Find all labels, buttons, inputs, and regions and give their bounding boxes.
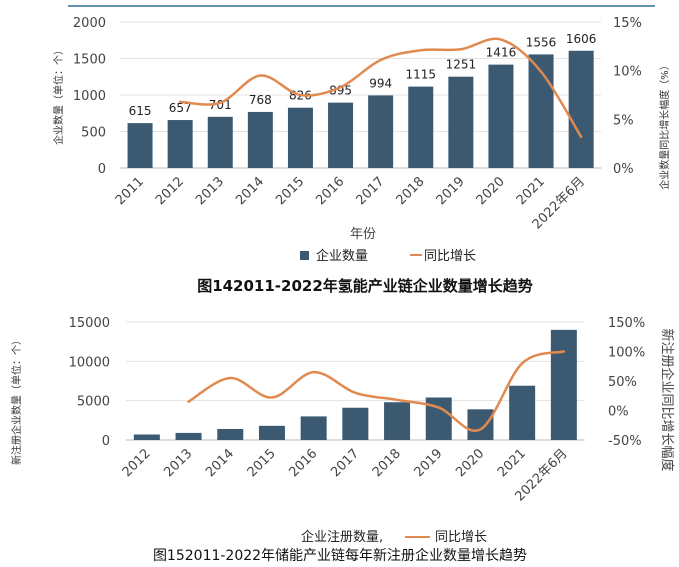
chart1-bar-value-label: 1115 [405,68,436,82]
chart1-legend: 企业数量 同比增长 [300,248,476,264]
chart2-growth-line [187,350,566,432]
chart1-bar [247,111,273,168]
chart1-bar-value-label: 1251 [446,58,477,72]
chart1-x-tick-label: 2020 [474,174,508,208]
chart1-bar-value-label: 1416 [486,46,517,60]
chart1-bar-value-label: 615 [129,104,152,118]
chart2-y2-tick-label: 0% [608,405,629,420]
chart1-bar [207,116,233,168]
chart2-x-tick-label: 2020 [453,446,487,480]
chart1-bar [328,102,354,168]
chart1-bar [167,120,193,168]
chart2-x-tick-label: 2017 [328,446,362,480]
chart2-legend-bar-label: 企业注册数量, [301,529,383,545]
chart1-y2-tick-label: 0% [613,162,634,177]
chart2-caption: 图152011-2022年储能产业链每年新注册企业数量增长趋势 [153,547,527,564]
chart1-x-tick-label: 2016 [313,174,347,208]
chart2-x-tick-label: 2014 [203,446,237,480]
chart1-bar [448,76,474,168]
chart2-bar [342,407,369,440]
chart2-y-tick-label: 0 [102,434,110,449]
chart2-bar [384,402,411,440]
chart1-x-tick-label: 2014 [233,174,267,208]
chart1-bar [408,86,434,168]
chart1-x-axis-title: 年份 [350,227,376,242]
chart2-bar [133,434,160,440]
chart1-bar-value-label: 895 [329,84,352,98]
chart2-y-tick-label: 10000 [69,355,110,370]
chart1-y-tick-label: 1500 [73,53,106,68]
chart1-x-tick-label: 2013 [193,174,227,208]
chart1-y-tick-label: 500 [81,126,106,141]
chart2-y2-tick-label: 50% [608,375,637,390]
chart2-x-tick-label: 2012 [120,446,154,480]
chart1-y2-tick-label: 15% [613,16,642,31]
chart2-bar [300,416,327,440]
chart1-growth-line [178,37,583,139]
chart1-y-tick-label: 1000 [73,89,106,104]
chart1-bar-value-label: 1556 [526,35,557,49]
chart1-y2-tick-label: 10% [613,65,642,80]
chart1-y2-axis-title: 企业数量同比增长幅度（%） [658,60,671,190]
chart1-bar [127,123,153,168]
chart2-x-tick-label: 2018 [370,446,404,480]
chart1-x-tick-label: 2017 [353,174,387,208]
chart2-bar [175,432,202,440]
chart2-y-tick-label: 15000 [69,316,110,331]
chart1-caption: 图142011-2022年氢能产业链企业数量增长趋势 [197,277,533,295]
chart1-y-axis-title: 企业数量（单位：个） [52,45,65,145]
chart1-y-tick-label: 2000 [73,16,106,31]
chart1-y2-tick-label: 5% [613,113,634,128]
chart1-legend-bar-swatch [300,251,309,260]
chart1-x-tick-label: 2021 [514,174,548,208]
chart1-bar [488,64,514,168]
chart1-x-tick-label: 2018 [394,174,428,208]
chart2-x-tick-label: 2021 [495,446,529,480]
chart1-legend-line-label: 同比增长 [424,249,476,264]
chart2-bar [258,425,285,440]
chart2-y-tick-label: 5000 [77,395,110,410]
chart2-bar [550,329,577,440]
chart1-x-tick-label: 2019 [434,174,468,208]
chart1-bar-value-label: 701 [209,98,232,112]
chart1-bar [287,107,313,168]
chart2-x-tick-label: 2013 [161,446,195,480]
chart1-x-tick-label: 2015 [273,174,307,208]
chart1-bar-value-label: 657 [169,101,192,115]
chart2-legend: 企业注册数量, 同比增长 [301,529,487,545]
chart2-x-tick-label: 2016 [286,446,320,480]
chart2-bar [467,409,494,440]
chart2-bar [217,428,244,440]
chart1-x-tick-label: 2011 [113,174,147,208]
chart2-legend-line-label: 同比增长 [435,530,487,545]
chart2-y-axis-title: 新注册企业数量（单位：个） [10,335,23,465]
chart2-plot: 0 5000 10000 15000 -50% 0% 50% 100% 150% 2012 2013… [69,316,646,504]
chart1-bar-value-label: 1606 [566,32,597,46]
chart2-x-tick-label: 2019 [412,446,446,480]
chart2-y2-tick-label: -50% [608,434,642,449]
chart1-bar-value-label: 768 [249,93,272,107]
chart2-y2-tick-label: 100% [608,346,645,361]
chart1-bar [368,95,394,168]
chart1-y-tick-label: 0 [98,162,106,177]
chart1-bar [568,50,594,168]
chart1-x-tick-label: 2012 [153,174,187,208]
chart2-y2-tick-label: 150% [608,316,645,331]
chart1-bar-value-label: 994 [369,76,392,90]
chart2-x-tick-label: 2015 [245,446,279,480]
chart1-legend-bar-label: 企业数量 [316,248,368,264]
chart2-y2-axis-title: 新注册企业同比增长幅度 [659,328,675,471]
chart2-bar [509,385,536,440]
